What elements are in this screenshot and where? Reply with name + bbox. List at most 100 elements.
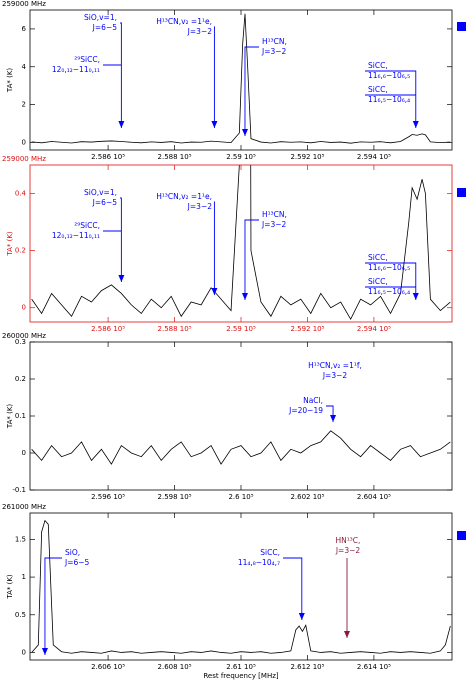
x-tick-label: 2.612 10⁵	[290, 663, 324, 671]
panel-title: 261000 MHz	[2, 503, 46, 511]
arrow-head	[211, 288, 218, 295]
x-tick-label: 2.586 10⁵	[91, 153, 125, 161]
annotation-line: 11₆,₆−10₆,₅	[368, 263, 410, 272]
panel-title: 260000 MHz	[2, 332, 46, 340]
annotation-line: J=3−2	[187, 202, 213, 211]
annotation-line: SiCC,	[260, 548, 280, 557]
plot-frame	[29, 341, 453, 491]
annotation: SiCC, 11₆,₅−10₆,₄	[368, 277, 410, 296]
annotation-arrow	[244, 46, 259, 136]
annotation-arrow	[120, 197, 122, 282]
arrow-head	[118, 121, 125, 128]
annotation-line: J=3−2	[322, 371, 348, 380]
annotation: SiCC, 11₆,₆−10₆,₅	[368, 253, 410, 272]
annotation-line: J=6−5	[92, 198, 118, 207]
annotation-arrow	[365, 262, 417, 300]
annotation-line: NaCl,	[303, 396, 323, 405]
spectrum-line	[31, 430, 451, 465]
annotation: ²⁹SiCC, 12₀,₁₂−11₀,₁₁	[52, 55, 100, 74]
annotation: NaCl, J=20−19	[288, 396, 323, 415]
spectrum-line	[31, 519, 451, 654]
x-axis-label: Rest frequency [MHz]	[203, 672, 279, 680]
x-tick-label: 2.588 10⁵	[158, 325, 192, 333]
annotation-line: J=3−2	[187, 27, 213, 36]
panel-title: 259000 MHz	[2, 155, 46, 163]
arrow-head	[241, 129, 248, 136]
annotation-line: SiCC,	[368, 85, 388, 94]
x-tick-label: 2.59 10⁵	[226, 153, 256, 161]
annotation: SiO, J=6−5	[64, 548, 90, 567]
annotation-line: SiCC,	[368, 61, 388, 70]
annotation-arrow	[120, 22, 122, 128]
plot-frame	[29, 512, 453, 661]
marker-square	[457, 531, 466, 540]
x-tick-label: 2.594 10⁵	[357, 325, 391, 333]
annotation-arrow	[365, 70, 417, 128]
x-tick-label: 2.604 10⁵	[357, 493, 391, 501]
panel-title: 259000 MHz	[2, 0, 46, 8]
annotation-line: H¹³CN,v₂ =1¹e,	[156, 192, 212, 201]
y-tick-label: 1.5	[15, 535, 26, 543]
annotation-line: J=3−2	[261, 220, 287, 229]
y-tick-label: 0	[22, 449, 26, 457]
x-tick-label: 2.606 10⁵	[91, 663, 125, 671]
y-tick-label: 6	[22, 25, 27, 33]
y-tick-label: 0	[22, 304, 26, 312]
annotation-line: 11₄,₈−10₄,₇	[238, 558, 280, 567]
arrow-head	[412, 293, 419, 300]
y-tick-label: 0.1	[15, 412, 26, 420]
y-tick-label: 1	[22, 573, 26, 581]
y-tick-label: -0.1	[12, 486, 26, 494]
annotation-line: SiO,v=1,	[84, 188, 117, 197]
annotation-line: SiCC,	[368, 277, 388, 286]
x-tick-label: 2.592 10⁵	[290, 153, 324, 161]
annotation-line: J=6−5	[92, 23, 118, 32]
x-tick-label: 2.586 10⁵	[91, 325, 125, 333]
arrow-head	[41, 648, 48, 655]
annotation: ²⁹SiCC, 12₀,₁₂−11₀,₁₁	[52, 221, 100, 240]
arrow-head	[211, 121, 218, 128]
y-tick-label: 0.2	[15, 375, 26, 383]
y-axis-label: TA* (K)	[6, 574, 14, 600]
y-axis-label: TA* (K)	[6, 404, 14, 430]
annotation-arrow	[283, 557, 303, 620]
annotation-line: 12₀,₁₂−11₀,₁₁	[52, 65, 100, 74]
arrow-head	[298, 613, 305, 620]
arrow-head	[118, 275, 125, 282]
x-tick-label: 2.614 10⁵	[357, 663, 391, 671]
annotation: H¹³CN, J=3−2	[261, 37, 287, 56]
x-tick-label: 2.608 10⁵	[158, 663, 192, 671]
annotation: SiO,v=1, J=6−5	[84, 188, 117, 207]
annotation: H¹³CN,v₂ =1¹e, J=3−2	[156, 17, 212, 36]
y-tick-label: 2	[22, 101, 26, 109]
annotation: HN¹³C, J=3−2	[335, 536, 361, 555]
annotation: H¹³CN,v₂ =1¹e, J=3−2	[156, 192, 212, 211]
plot-frame	[29, 164, 453, 323]
x-tick-label: 2.596 10⁵	[91, 493, 125, 501]
annotation-line: SiCC,	[368, 253, 388, 262]
marker-square	[457, 22, 466, 31]
annotation-line: H¹³CN,v₂ =1¹f,	[308, 361, 362, 370]
annotation: H¹³CN,v₂ =1¹f, J=3−2	[308, 361, 362, 380]
y-axis-label: TA* (K)	[6, 231, 14, 257]
panel: 259000 MHz TA* (K) 2.586 10⁵ 2.588 10⁵ 2.59 …	[2, 0, 453, 161]
x-tick-label: 2.602 10⁵	[290, 493, 324, 501]
annotation-line: H¹³CN,	[262, 37, 287, 46]
annotation-line: H¹³CN,v₂ =1¹e,	[156, 17, 212, 26]
annotation-arrow	[244, 219, 259, 300]
x-tick-label: 2.598 10⁵	[158, 493, 192, 501]
arrow-head	[330, 415, 337, 422]
annotation-line: 11₆,₅−10₆,₄	[368, 287, 410, 296]
annotation-line: 12₀,₁₂−11₀,₁₁	[52, 231, 100, 240]
annotation-line: J=3−2	[261, 47, 287, 56]
y-tick-label: 0.5	[15, 611, 26, 619]
y-tick-label: 0.4	[15, 190, 27, 198]
y-tick-label: 0.3	[15, 338, 26, 346]
y-tick-label: 0	[22, 138, 26, 146]
annotation-arrow	[213, 26, 215, 128]
annotation: SiCC, 11₆,₆−10₆,₅	[368, 61, 410, 80]
annotation-line: SiO,v=1,	[84, 13, 117, 22]
annotation-line: ²⁹SiCC,	[74, 55, 100, 64]
y-tick-label: 0.2	[15, 247, 26, 255]
